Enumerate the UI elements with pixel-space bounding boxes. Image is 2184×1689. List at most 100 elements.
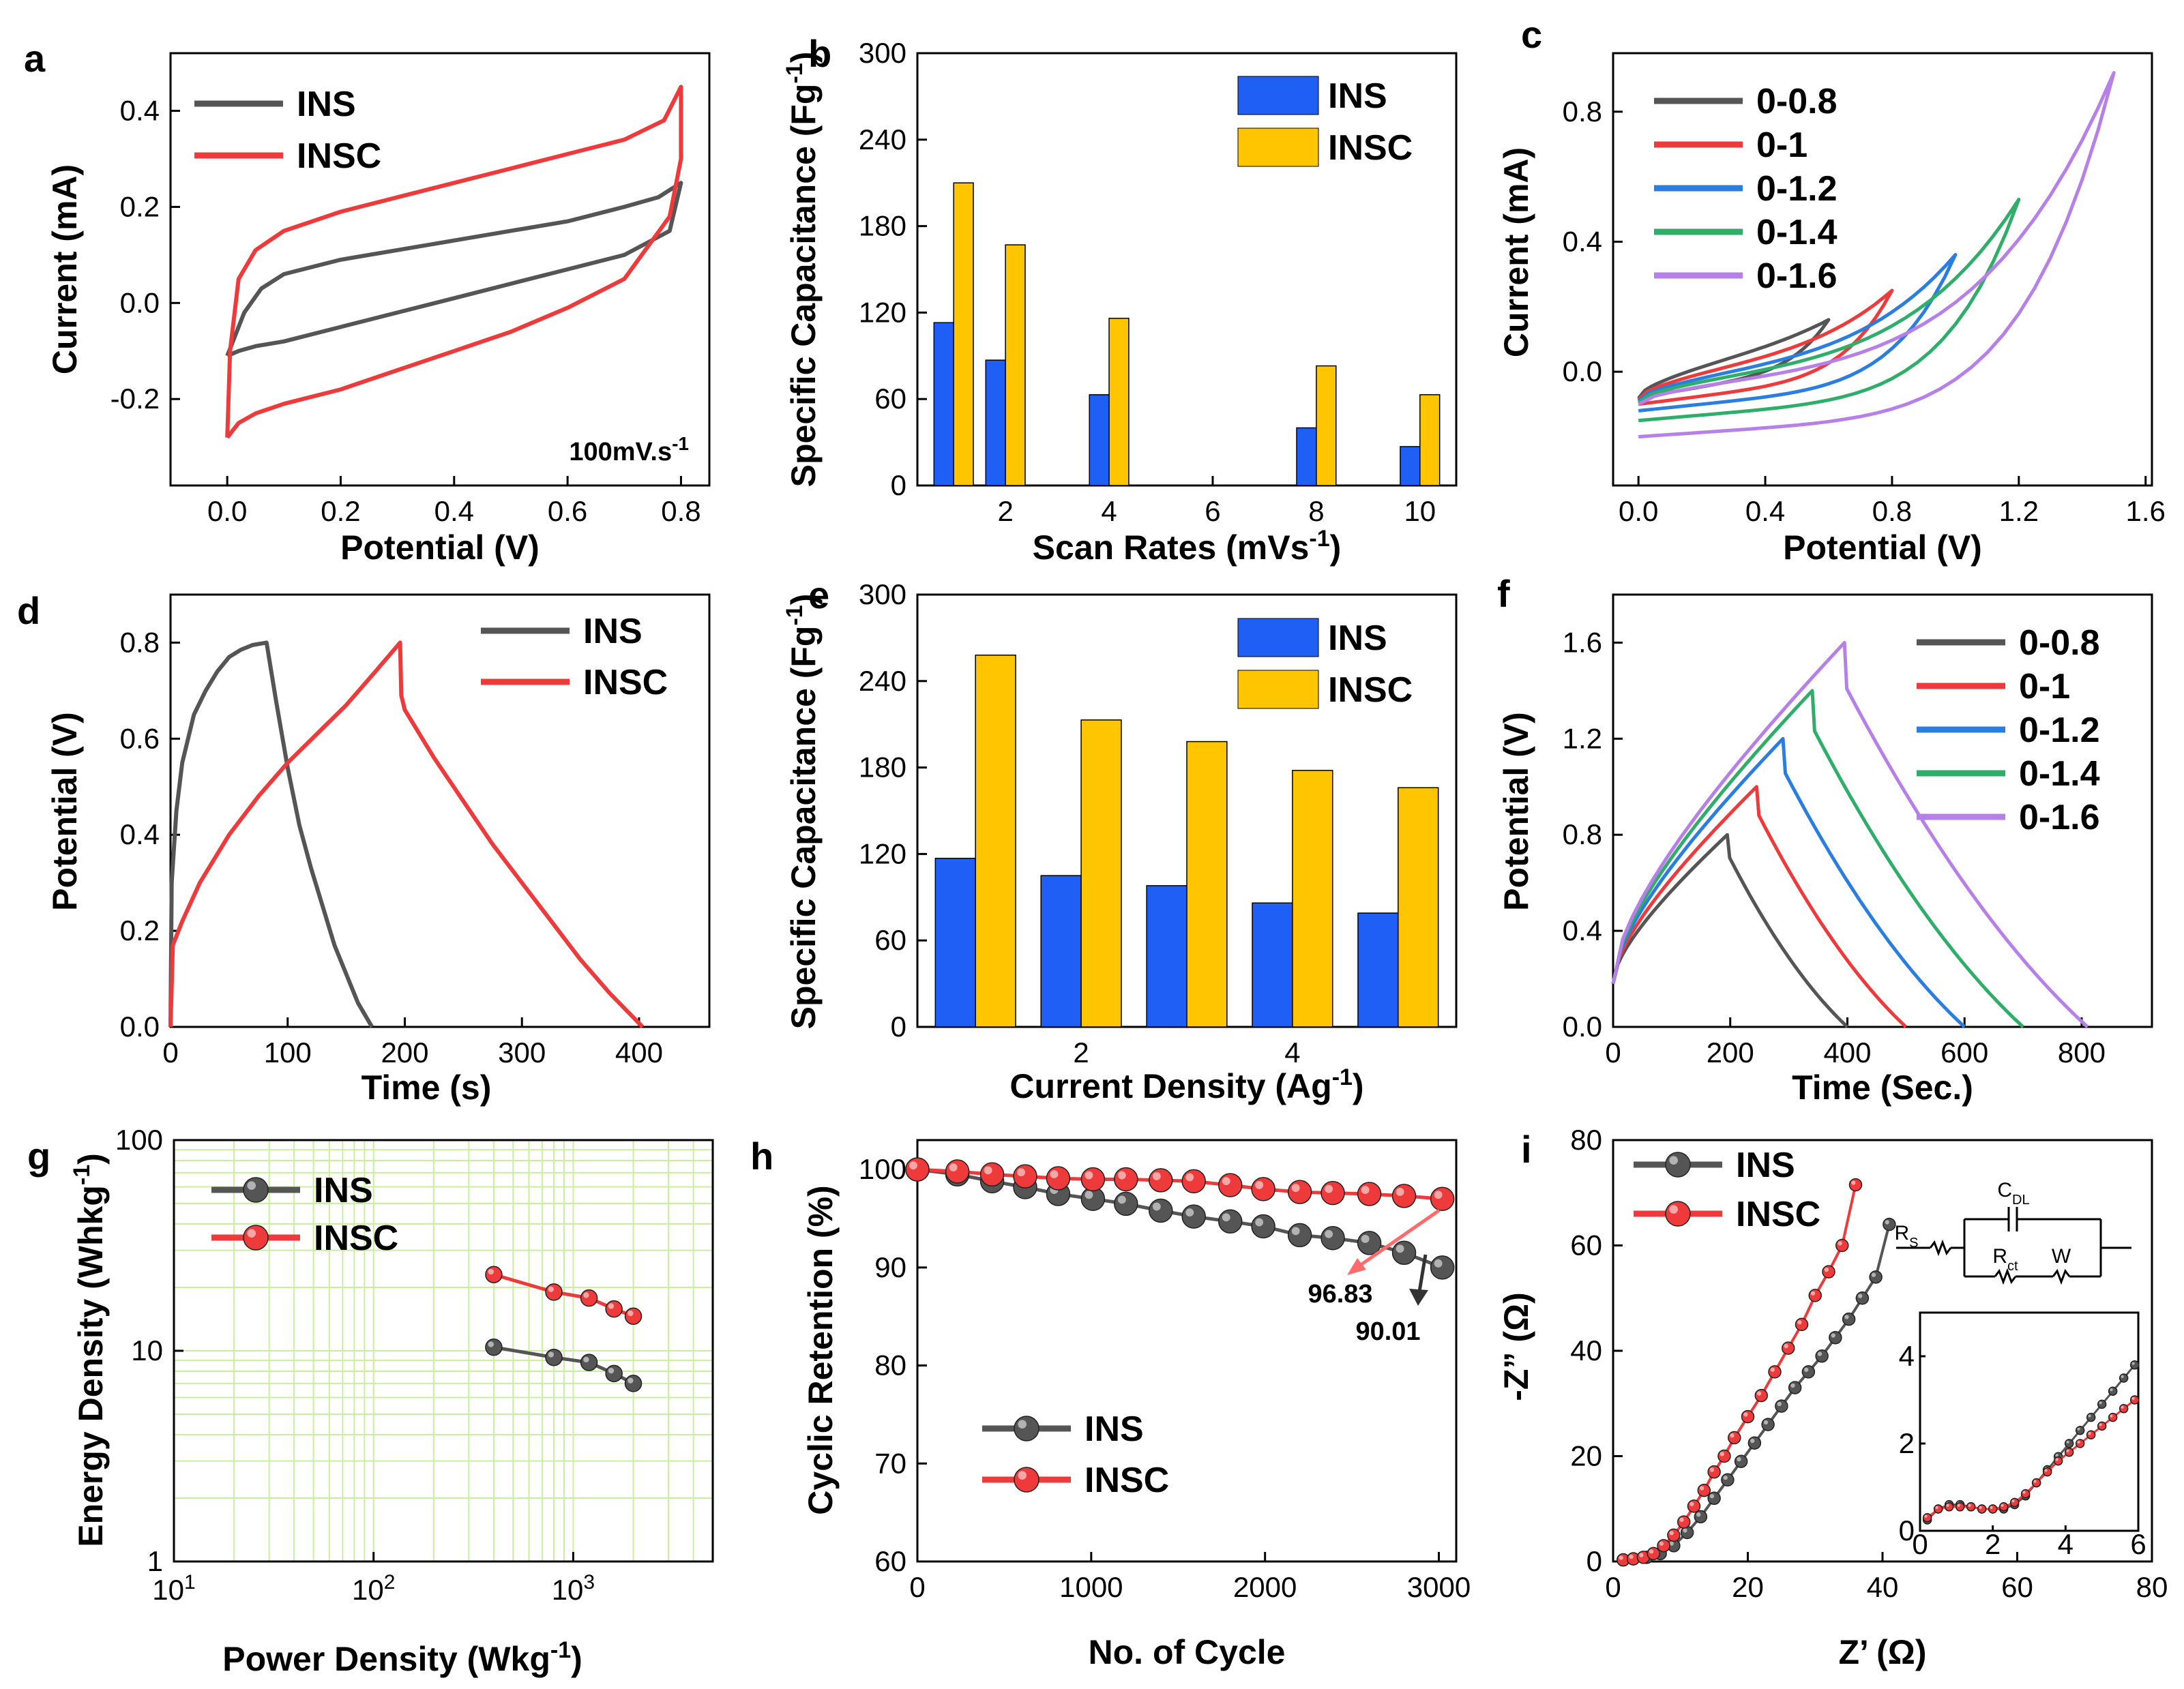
data-point-INS (1829, 1330, 1842, 1345)
data-point-INSC (1657, 1539, 1670, 1553)
y-tick-label: 0.0 (1563, 355, 1602, 387)
legend-ins-label: INS (1328, 618, 1387, 658)
data-point-INS (485, 1338, 503, 1356)
legend-0-1.2-label: 0-1.2 (1756, 169, 1838, 209)
series-loop-0-1.2 (1637, 253, 1958, 413)
y-axis-label: Current (mA) (46, 164, 84, 374)
bar-INSC (953, 182, 974, 486)
circuit-label-rs: RS (1894, 1222, 1918, 1251)
legend-ins-marker (1665, 1152, 1691, 1178)
legend-insc-label: INSC (1328, 670, 1413, 710)
bar-INS (1089, 394, 1110, 486)
bar-INSC (1419, 394, 1441, 486)
point-highlight (1810, 1291, 1816, 1296)
point-highlight (2066, 1440, 2069, 1444)
data-point-INSC (1677, 1515, 1691, 1529)
data-point-INSC (1717, 1449, 1731, 1463)
y-tick-label: 1.2 (1563, 722, 1602, 754)
panel-label-i: i (1521, 1128, 1532, 1171)
point-highlight (2131, 1396, 2135, 1400)
retention-ins-value: 90.01 (1355, 1317, 1420, 1346)
point-highlight (1851, 1180, 1856, 1185)
legend-0-1.6-label: 0-1.6 (1756, 256, 1838, 296)
panel-f: 0 200 400 600 800 0.0 0.4 0.8 1.2 1.6 0-0.8 0-1 0-1.… (1497, 593, 2153, 1107)
point-highlight (1756, 1391, 1762, 1396)
legend-ins-label: INS (297, 85, 356, 124)
y-axis-label: Specific Capacitance (Fg-1) (782, 594, 823, 1030)
point-highlight (1838, 1241, 1842, 1246)
bar-INS (1146, 885, 1187, 1028)
series-line-INSC (168, 640, 645, 1029)
inset-point-INSC (2108, 1412, 2118, 1422)
data-point-INSC (1848, 1178, 1863, 1192)
data-point-INSC (945, 1159, 970, 1184)
y-tick-label: 0.4 (1563, 225, 1602, 257)
point-highlight (1797, 1320, 1802, 1325)
inset-point-INSC (1977, 1504, 1987, 1514)
bar-INSC (1292, 770, 1333, 1028)
data-point-INS (1357, 1231, 1382, 1255)
point-highlight (1683, 1528, 1687, 1533)
x-tick-label: 2000 (1233, 1571, 1297, 1603)
y-tick-label: 0.0 (120, 286, 160, 318)
y-tick-label: 0 (1587, 1545, 1602, 1577)
legend-ins-marker (243, 1177, 269, 1203)
y-tick-label: 80 (874, 1349, 906, 1381)
data-point-INSC (1795, 1317, 1809, 1332)
x-tick-label: 10 (1404, 495, 1436, 527)
data-point-INS (1218, 1209, 1243, 1234)
inset-point-INSC (1988, 1504, 1998, 1514)
y-tick-label: -0.2 (110, 383, 160, 415)
point-highlight (1790, 1383, 1795, 1388)
data-point-INS (1320, 1225, 1345, 1251)
inset-point-INSC (2009, 1497, 2020, 1508)
point-highlight (1152, 1172, 1161, 1180)
inset-point-INS (2097, 1399, 2107, 1409)
data-point-INS (1869, 1270, 1883, 1284)
point-highlight (1255, 1218, 1264, 1227)
x-tick-label: 0 (1605, 1036, 1621, 1068)
y-axis-label: Potential (V) (1497, 712, 1535, 911)
legend-ins-swatch (1237, 618, 1319, 657)
data-point-INSC (485, 1266, 503, 1283)
x-tick-label: 0 (1912, 1528, 1928, 1560)
series-line-0-1.4 (1611, 689, 2024, 1028)
point-highlight (1222, 1177, 1230, 1186)
point-highlight (548, 1286, 555, 1292)
point-highlight (608, 1367, 615, 1374)
point-highlight (247, 1229, 256, 1238)
point-highlight (1629, 1554, 1634, 1559)
point-highlight (1935, 1506, 1938, 1509)
point-highlight (1679, 1517, 1684, 1523)
x-tick-label: 800 (2058, 1036, 2106, 1068)
inset-point-INSC (2086, 1430, 2096, 1439)
data-point-INSC (1430, 1186, 1455, 1211)
point-highlight (1720, 1452, 1724, 1456)
x-tick-label: 100 (264, 1036, 312, 1068)
x-tick-label: 0.6 (548, 495, 587, 527)
point-highlight (1723, 1475, 1728, 1480)
x-tick-label: 4 (2058, 1528, 2074, 1560)
data-point-INSC (1707, 1465, 1721, 1479)
data-point-INSC (1782, 1341, 1795, 1355)
x-tick-label: 0 (909, 1571, 925, 1603)
inset-point-INSC (1944, 1502, 1954, 1512)
x-tick-label: 8 (1308, 495, 1324, 527)
x-tick-label: 0 (1605, 1571, 1621, 1603)
arrow-ins (1417, 1254, 1428, 1296)
x-tick-label: 200 (1707, 1036, 1754, 1068)
data-point-INSC (905, 1157, 930, 1182)
y-tick-label: 180 (859, 210, 906, 242)
data-point-INSC (979, 1162, 1005, 1187)
point-highlight (1844, 1315, 1849, 1319)
series-line-0-1.2 (1611, 736, 1966, 1028)
data-point-INS (1430, 1255, 1455, 1280)
point-highlight (583, 1356, 589, 1363)
data-point-INS (1251, 1214, 1275, 1239)
data-point-INSC (1835, 1238, 1849, 1253)
legend-ins-label: INS (1736, 1146, 1795, 1185)
x-axis-label: Power Density (Wkg-1) (222, 1637, 582, 1678)
point-highlight (2110, 1388, 2113, 1392)
point-highlight (548, 1351, 555, 1358)
point-highlight (1325, 1229, 1333, 1238)
